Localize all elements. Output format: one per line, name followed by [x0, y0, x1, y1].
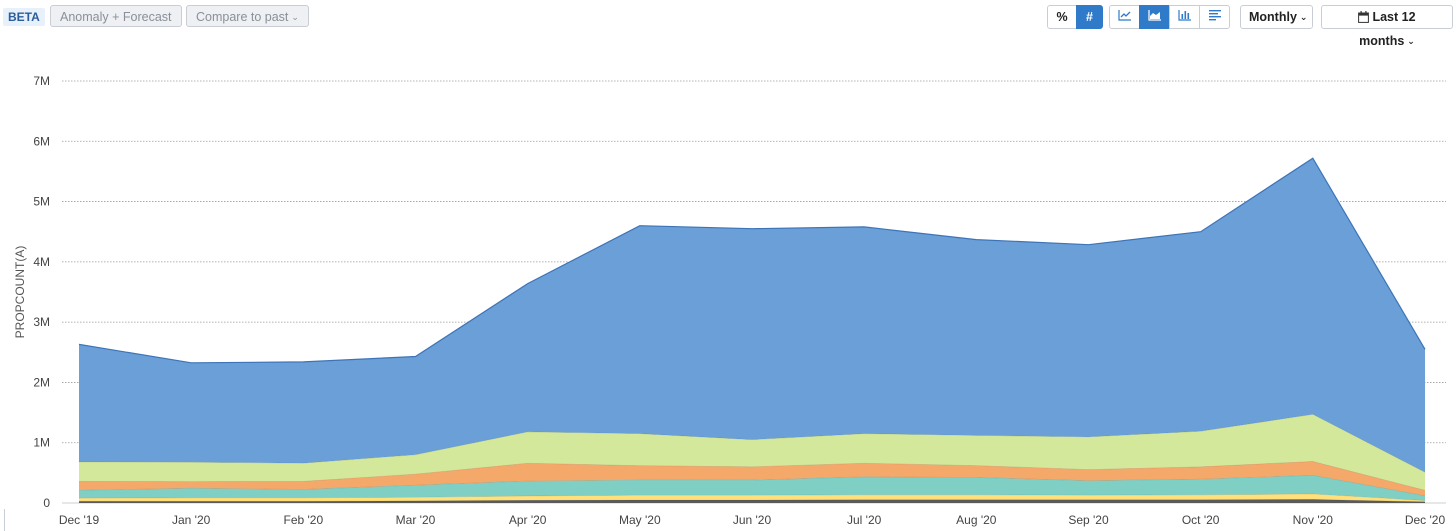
- y-tick-label: 1M: [33, 436, 50, 450]
- series-area-0[interactable]: [79, 499, 1425, 503]
- chevron-down-icon: ⌄: [291, 12, 299, 22]
- series-line-2: [78, 474, 1426, 497]
- count-button[interactable]: #: [1076, 5, 1103, 29]
- series-line-3: [78, 461, 1426, 491]
- compare-to-past-label: Compare to past: [196, 10, 289, 24]
- interval-dropdown[interactable]: Monthly ⌄: [1240, 5, 1313, 29]
- compare-to-past-button[interactable]: Compare to past ⌄: [186, 5, 309, 27]
- anomaly-forecast-button[interactable]: Anomaly + Forecast: [50, 5, 182, 27]
- y-tick-label: 2M: [33, 375, 50, 389]
- y-tick-label: 5M: [33, 195, 50, 209]
- panel-edge: [0, 509, 5, 531]
- x-tick-label: Feb '20: [284, 513, 324, 527]
- calendar-icon: [1358, 8, 1370, 30]
- x-tick-label: Aug '20: [956, 513, 997, 527]
- date-range-dropdown[interactable]: Last 12 months ⌄: [1321, 5, 1453, 48]
- line-chart-icon[interactable]: [1109, 5, 1140, 29]
- x-tick-label: May '20: [619, 513, 661, 527]
- series-area-2[interactable]: [79, 475, 1425, 501]
- x-tick-label: Sep '20: [1068, 513, 1109, 527]
- area-chart-icon[interactable]: [1139, 5, 1170, 29]
- series-area-5[interactable]: [79, 158, 1425, 473]
- x-tick-label: Dec '20: [1405, 513, 1446, 527]
- x-tick-label: Dec '19: [59, 513, 100, 527]
- series-area-3[interactable]: [79, 461, 1425, 496]
- interval-label: Monthly: [1249, 10, 1297, 24]
- x-tick-label: Mar '20: [396, 513, 436, 527]
- axes: 0 1M 2M 3M 4M 5M 6M 7M Dec '19 Jan '20 Feb '20 Mar …: [33, 74, 1445, 527]
- x-tick-label: Jun '20: [733, 513, 772, 527]
- chevron-down-icon: ⌄: [1299, 12, 1308, 22]
- metric-mode-toggle: % #: [1047, 5, 1103, 29]
- chevron-down-icon: ⌄: [1407, 36, 1415, 46]
- list-icon[interactable]: [1199, 5, 1230, 29]
- series-line-0: [79, 499, 1426, 503]
- y-tick-label: 0: [43, 496, 50, 510]
- y-tick-label: 6M: [33, 134, 50, 148]
- series-line-1: [78, 493, 1426, 501]
- series-area-1[interactable]: [79, 494, 1425, 502]
- x-tick-label: Jul '20: [847, 513, 882, 527]
- chart-type-toggle: [1109, 5, 1230, 29]
- x-tick-label: Oct '20: [1182, 513, 1220, 527]
- series-areas: [78, 157, 1426, 503]
- series-line-5: [78, 157, 1426, 364]
- x-tick-label: Jan '20: [172, 513, 211, 527]
- beta-badge: BETA: [3, 8, 45, 26]
- y-tick-label: 4M: [33, 255, 50, 269]
- series-area-4[interactable]: [79, 414, 1425, 491]
- x-tick-label: Nov '20: [1293, 513, 1334, 527]
- toolbar: BETA Anomaly + Forecast Compare to past ⌄…: [0, 0, 1456, 48]
- y-tick-label: 3M: [33, 315, 50, 329]
- y-axis-label: PROPCOUNT(A): [13, 246, 27, 339]
- y-tick-label: 7M: [33, 74, 50, 88]
- x-tick-label: Apr '20: [509, 513, 547, 527]
- date-range-label: Last 12 months: [1359, 10, 1416, 48]
- series-line-4: [78, 414, 1426, 473]
